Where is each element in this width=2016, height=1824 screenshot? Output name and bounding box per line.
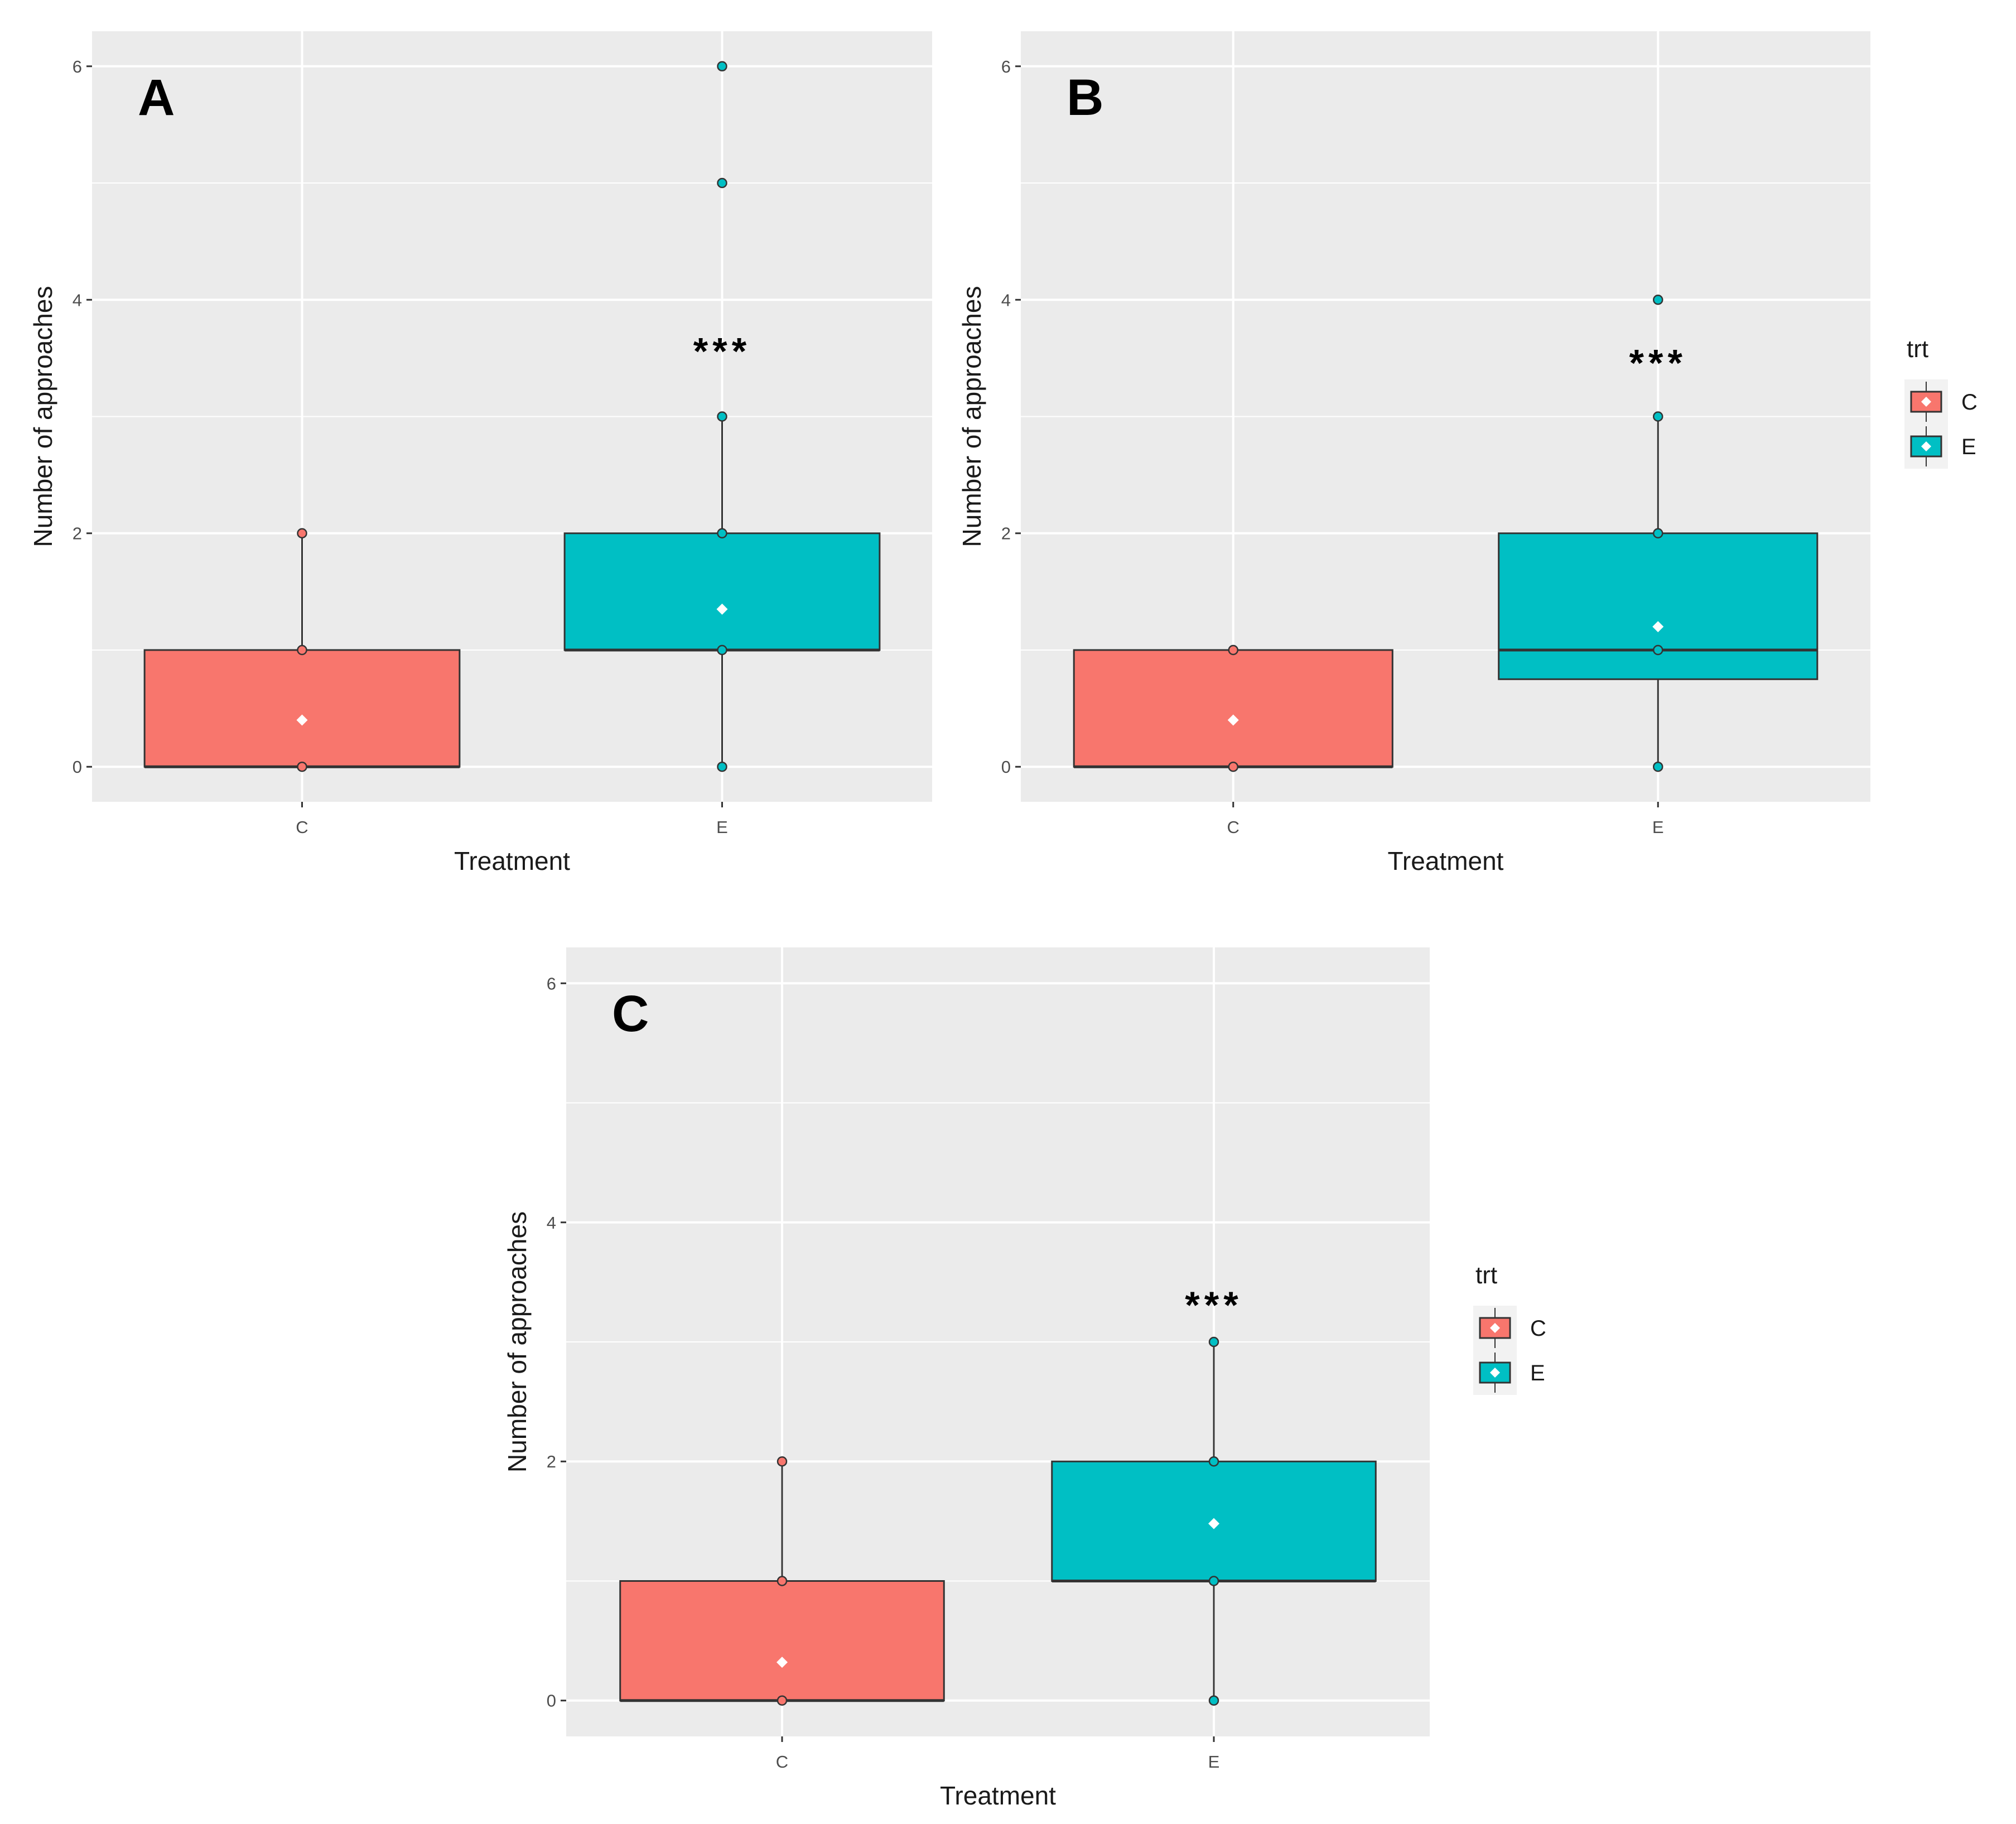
mean-marker <box>1227 714 1239 726</box>
panel-letter: A <box>138 69 175 126</box>
data-point <box>717 411 727 422</box>
legend-label: C <box>1530 1316 1546 1341</box>
box-body <box>563 532 881 651</box>
legend-mean-marker <box>1490 1368 1500 1378</box>
box-C <box>1073 644 1393 772</box>
data-point <box>777 1576 788 1586</box>
significance-label: *** <box>1629 341 1687 384</box>
legend-item-C: C <box>1473 1306 1546 1350</box>
x-tick-label: C <box>776 1752 788 1772</box>
data-point <box>297 644 307 656</box>
y-tick-label: 6 <box>1001 57 1011 76</box>
data-point <box>1653 295 1663 305</box>
y-tick-label: 0 <box>1001 757 1011 777</box>
legend: trt CE <box>1473 1262 1546 1395</box>
box-body <box>1073 649 1393 768</box>
panel-letter: B <box>1067 69 1103 126</box>
data-point <box>297 761 307 772</box>
x-tick-label: C <box>1227 817 1239 837</box>
y-tick-label: 2 <box>73 524 82 543</box>
y-axis-title: Number of approaches <box>957 286 986 547</box>
data-point <box>1653 761 1663 772</box>
data-point <box>1228 761 1238 772</box>
y-axis-title: Number of approaches <box>28 286 57 547</box>
data-point <box>717 644 727 656</box>
y-tick-label: 4 <box>73 290 82 310</box>
y-tick-label: 6 <box>73 57 82 76</box>
data-point <box>717 177 727 189</box>
chart-panel-A: 0 2 4 6 C E *** A Treatment Number of approaches <box>28 31 932 875</box>
legend-label: E <box>1530 1361 1545 1385</box>
legend-mean-marker <box>1921 397 1931 407</box>
mean-marker <box>296 714 308 726</box>
x-tick-label: E <box>1652 817 1664 837</box>
data-point <box>1653 644 1663 656</box>
data-point <box>1653 411 1663 422</box>
data-point <box>777 1695 788 1706</box>
y-tick-label: 0 <box>547 1691 556 1711</box>
x-tick-label: E <box>716 817 728 837</box>
x-axis-title: Treatment <box>454 846 570 875</box>
data-point <box>717 528 727 538</box>
legend-mean-marker <box>1490 1323 1500 1333</box>
data-point <box>1208 1576 1219 1586</box>
significance-label: *** <box>1185 1284 1242 1326</box>
legend-item-C: C <box>1904 379 1978 424</box>
mean-marker <box>777 1657 788 1668</box>
legend-label: E <box>1961 435 1976 459</box>
box-body <box>143 649 461 768</box>
mean-marker <box>1208 1518 1219 1529</box>
y-tick-label: 4 <box>1001 290 1011 310</box>
legend-mean-marker <box>1921 441 1931 451</box>
legend-label: C <box>1961 390 1978 415</box>
legend: trt CE <box>1904 335 1978 469</box>
y-tick-label: 2 <box>547 1452 556 1471</box>
y-tick-label: 0 <box>73 757 82 777</box>
box-E <box>1498 295 1819 772</box>
x-axis-title: Treatment <box>1388 846 1504 875</box>
box-body <box>1498 532 1819 680</box>
legend-item-E: E <box>1473 1350 1545 1395</box>
legend-title: trt <box>1907 335 1928 363</box>
box-E <box>1051 1336 1377 1706</box>
significance-label: *** <box>693 330 751 372</box>
data-point <box>1208 1336 1219 1347</box>
data-point <box>1208 1695 1219 1706</box>
data-point <box>1228 644 1238 656</box>
data-point <box>717 761 727 772</box>
data-point <box>777 1456 788 1467</box>
legend-swatch <box>1910 435 1942 458</box>
legend-item-E: E <box>1904 424 1976 469</box>
data-point <box>1653 528 1663 538</box>
box-C <box>619 1456 945 1706</box>
box-C <box>143 528 461 772</box>
y-tick-label: 4 <box>547 1213 556 1233</box>
x-axis-title: Treatment <box>940 1781 1056 1810</box>
y-tick-label: 2 <box>1001 524 1011 543</box>
x-tick-label: C <box>296 817 308 837</box>
y-tick-label: 6 <box>547 974 556 993</box>
x-tick-label: E <box>1208 1752 1220 1772</box>
mean-marker <box>716 603 728 615</box>
mean-marker <box>1652 621 1664 633</box>
legend-title: trt <box>1475 1262 1497 1289</box>
y-axis-title: Number of approaches <box>503 1211 532 1472</box>
data-point <box>297 528 307 538</box>
box-body <box>619 1580 945 1702</box>
data-point <box>717 61 727 72</box>
box-E <box>563 61 881 772</box>
panel-letter: C <box>612 985 649 1042</box>
data-point <box>1208 1456 1219 1467</box>
